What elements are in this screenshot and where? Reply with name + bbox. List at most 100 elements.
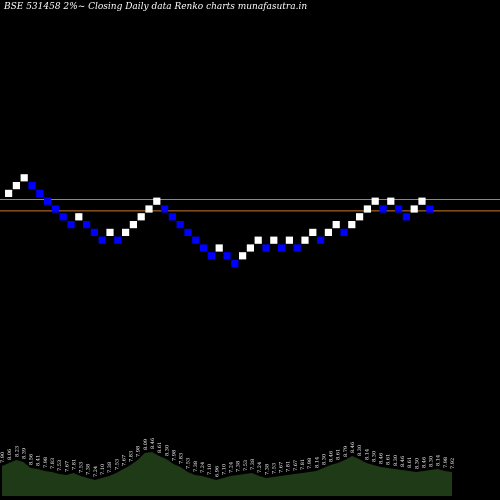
volume-label: 7.90 (0, 452, 6, 463)
volume-label: 7.10 (221, 464, 227, 475)
up-brick (348, 221, 356, 229)
volume-label: 8.23 (14, 446, 20, 457)
up-brick (285, 236, 293, 244)
down-brick (402, 213, 410, 221)
volume-label: 7.38 (250, 459, 256, 470)
down-brick (379, 205, 387, 213)
down-brick (184, 228, 192, 236)
volume-label: 8.46 (329, 451, 335, 462)
down-brick (67, 221, 75, 229)
volume-label: 7.83 (50, 458, 56, 469)
up-brick (418, 197, 426, 205)
volume-label: 8.30 (371, 451, 377, 462)
volume-label: 8.30 (321, 454, 327, 465)
up-brick (20, 174, 28, 182)
volume-label: 8.14 (364, 449, 370, 460)
down-brick (28, 182, 36, 190)
volume-label: 7.38 (107, 462, 113, 473)
down-brick (293, 244, 301, 252)
volume-label: 7.81 (286, 461, 292, 472)
renko-bricks (5, 174, 434, 268)
up-brick (387, 197, 395, 205)
up-brick (129, 221, 137, 229)
up-brick (145, 205, 153, 213)
down-brick (168, 213, 176, 221)
volume-label: 8.61 (407, 457, 413, 468)
down-brick (161, 205, 169, 213)
volume-label: 8.14 (314, 457, 320, 468)
down-brick (44, 197, 52, 205)
volume-label: 7.10 (207, 464, 213, 475)
down-brick (192, 236, 200, 244)
volume-label: 8.41 (36, 455, 42, 466)
volume-label: 7.24 (257, 462, 263, 473)
down-brick (207, 252, 215, 260)
down-brick (426, 205, 434, 213)
volume-label: 7.67 (293, 460, 299, 471)
volume-label: 7.98 (307, 458, 313, 469)
volume-label: 7.53 (271, 463, 277, 474)
up-brick (246, 244, 254, 252)
down-brick (83, 221, 91, 229)
up-brick (254, 236, 262, 244)
volume-label: 8.30 (429, 456, 435, 467)
up-brick (5, 189, 13, 197)
volume-label: 7.67 (121, 455, 127, 466)
volume-label: 7.53 (57, 460, 63, 471)
volume-label: 7.81 (300, 459, 306, 470)
up-brick (363, 205, 371, 213)
volume-label: 7.67 (64, 461, 70, 472)
chart-title: BSE 531458 2%~ Closing Daily data Renko … (4, 2, 308, 12)
volume-label: 7.24 (229, 462, 235, 473)
up-brick (75, 213, 83, 221)
down-brick (262, 244, 270, 252)
up-brick (215, 244, 223, 252)
volume-label: 7.24 (200, 462, 206, 473)
volume-label: 8.61 (336, 449, 342, 460)
down-brick (176, 221, 184, 229)
down-brick (51, 205, 59, 213)
volume-label: 7.53 (186, 458, 192, 469)
up-brick (410, 205, 418, 213)
down-brick (114, 236, 122, 244)
volume-label: 7.10 (100, 464, 106, 475)
volume-label: 8.14 (436, 455, 442, 466)
volume-label: 7.98 (136, 446, 142, 457)
volume-label: 7.83 (129, 451, 135, 462)
volume-label: 8.46 (400, 456, 406, 467)
up-brick (324, 228, 332, 236)
down-brick (98, 236, 106, 244)
up-brick (309, 228, 317, 236)
volume-label: 8.30 (414, 458, 420, 469)
volume-label: 7.83 (179, 453, 185, 464)
volume-label: 8.61 (157, 442, 163, 453)
up-brick (153, 197, 161, 205)
up-brick (239, 252, 247, 260)
down-brick (340, 228, 348, 236)
volume-label: 8.46 (379, 453, 385, 464)
volume-label: 8.46 (150, 438, 156, 449)
volume-label: 7.92 (450, 458, 456, 469)
up-brick (106, 228, 114, 236)
volume-label: 7.98 (171, 450, 177, 461)
volume-labels: 7.90 8.06 8.23 8.398.56 8.41 7.98 7.83 7.53 7.67… (0, 438, 456, 477)
up-brick (356, 213, 364, 221)
up-brick (270, 236, 278, 244)
down-brick (278, 244, 286, 252)
volume-label: 7.81 (71, 459, 77, 470)
volume-label: 8.79 (343, 446, 349, 457)
volume-label: 7.67 (279, 462, 285, 473)
up-brick (371, 197, 379, 205)
volume-series (2, 452, 452, 496)
volume-label: 8.56 (29, 454, 35, 465)
volume-label: 7.38 (264, 464, 270, 475)
volume-label: 8.61 (386, 454, 392, 465)
volume-label: 6.96 (214, 466, 220, 477)
down-brick (395, 205, 403, 213)
up-brick (301, 236, 309, 244)
volume-label: 7.53 (114, 459, 120, 470)
volume-label: 7.53 (79, 462, 85, 473)
volume-label: 7.53 (243, 460, 249, 471)
up-brick (12, 182, 20, 190)
